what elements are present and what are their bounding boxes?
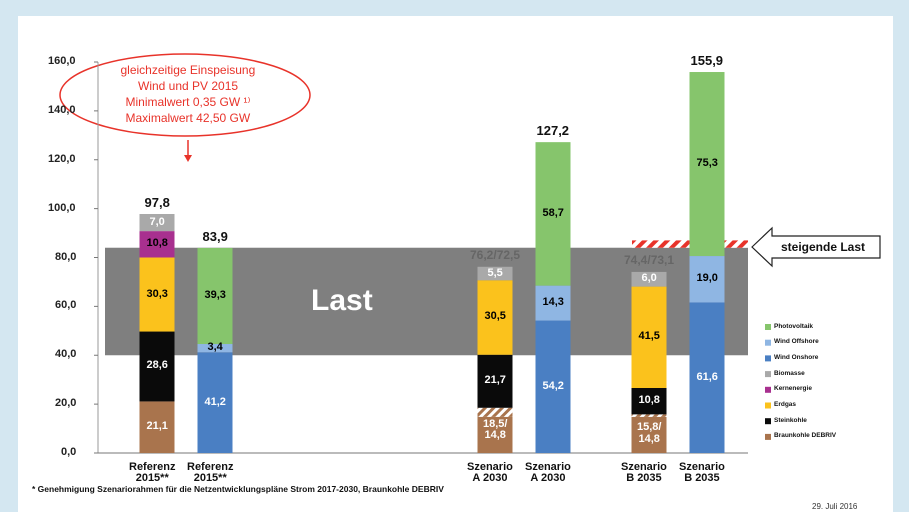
bar-segment — [197, 344, 233, 353]
total-label: 74,4/73,1 — [624, 253, 675, 268]
bar-segment — [535, 320, 571, 453]
legend-label: Wind Offshore — [774, 338, 819, 346]
legend-swatch — [765, 371, 771, 378]
legend-label: Steinkohle — [774, 416, 807, 424]
value-label: 21,1 — [146, 420, 168, 433]
bar-segment — [689, 72, 725, 257]
bar-segment — [631, 286, 667, 388]
total-label: 76,2/72,5 — [470, 248, 521, 263]
legend-label: Photovoltaik — [774, 322, 814, 330]
annotation-text: Maximalwert 42,50 GW — [125, 110, 251, 125]
value-label: 14,3 — [542, 296, 564, 309]
y-tick-label: 80,0 — [55, 250, 77, 263]
value-label: 30,5 — [484, 310, 506, 323]
value-label: 41,5 — [638, 330, 660, 343]
bar-segment — [139, 331, 175, 402]
y-tick-label: 140,0 — [48, 103, 76, 116]
bar-segment — [139, 257, 175, 332]
y-tick-label: 100,0 — [48, 201, 76, 214]
bar-segment — [477, 280, 513, 355]
value-label: 39,3 — [204, 288, 226, 301]
x-tick-label: Szenario A 2030 — [525, 460, 571, 485]
value-label: 15,8/ 14,8 — [637, 421, 662, 445]
legend-swatch — [765, 355, 771, 362]
total-label: 155,9 — [690, 53, 724, 69]
value-label: 5,5 — [487, 266, 503, 279]
value-label: 61,6 — [696, 370, 718, 383]
y-tick-label: 20,0 — [55, 397, 77, 410]
value-label: 28,6 — [146, 359, 168, 372]
bar-segment — [477, 416, 513, 453]
x-tick-label: Referenz 2015** — [129, 460, 176, 485]
value-label: 10,8 — [638, 394, 660, 407]
bar-segment — [197, 352, 233, 453]
bar-segment — [535, 285, 571, 321]
annotation-arrowhead — [184, 155, 192, 162]
bar-segment — [689, 256, 725, 303]
load-band-label: Last — [311, 284, 373, 318]
legend-label: Biomasse — [774, 369, 805, 377]
x-tick-label: Szenario A 2030 — [467, 460, 513, 485]
value-label: 30,3 — [146, 287, 168, 300]
bar-segment — [477, 266, 513, 281]
legend-label: Kernenergie — [774, 385, 812, 393]
legend-swatch — [765, 324, 771, 330]
legend-swatch — [765, 386, 771, 393]
legend-swatch — [765, 418, 771, 425]
bar-segment — [689, 302, 725, 453]
y-tick-label: 160,0 — [48, 55, 76, 67]
bar-segment — [631, 416, 667, 453]
value-label: 19,0 — [696, 272, 718, 285]
value-label: 54,2 — [542, 379, 564, 392]
total-label: 83,9 — [202, 228, 228, 244]
annotation-ellipse — [59, 53, 311, 137]
legend-label: Wind Onshore — [774, 353, 819, 361]
value-label: 18,5/ 14,8 — [483, 417, 508, 442]
bar-segment — [139, 214, 175, 232]
arrow-box — [751, 226, 881, 268]
bar-segment — [535, 142, 571, 286]
value-label: 3,4 — [207, 341, 223, 354]
y-tick-label: 40,0 — [55, 348, 77, 361]
y-tick-label: 60,0 — [55, 299, 77, 312]
bar-hatch — [477, 407, 513, 417]
value-label: 6,0 — [641, 272, 657, 285]
legend-swatch — [765, 402, 771, 409]
footnote: * Genehmigung Szenariorahmen für die Net… — [32, 483, 444, 494]
value-label: 41,2 — [204, 395, 226, 408]
bar-segment — [631, 271, 667, 287]
legend-swatch — [765, 433, 771, 440]
total-label: 127,2 — [536, 123, 570, 139]
annotation-text: Minimalwert 0,35 GW ¹⁾ — [125, 94, 251, 109]
bar-segment — [197, 247, 233, 345]
total-label: 97,8 — [144, 195, 170, 210]
value-label: 21,7 — [484, 374, 506, 387]
legend-label: Erdgas — [774, 401, 797, 408]
date: 29. Juli 2016 — [812, 502, 858, 511]
value-label: 58,7 — [542, 206, 564, 219]
value-label: 10,8 — [146, 237, 168, 250]
y-tick-label: 120,0 — [48, 152, 76, 165]
legend-swatch — [765, 339, 771, 346]
legend-label: Braunkohle DEBRIV — [774, 432, 837, 440]
bar-segment — [139, 231, 175, 258]
arrow-label: steigende Last — [781, 239, 866, 254]
value-label: 75,3 — [696, 157, 718, 170]
x-tick-label: Szenario B 2035 — [621, 460, 667, 485]
bar-segment — [631, 387, 667, 415]
y-tick-label: 0,0 — [61, 446, 77, 458]
value-label: 7,0 — [149, 215, 165, 228]
annotation-text: Wind und PV 2015 — [138, 78, 239, 93]
x-tick-label: Szenario B 2035 — [679, 460, 725, 485]
annotation-text: gleichzeitige Einspeisung — [120, 62, 256, 77]
bar-segment — [139, 401, 175, 453]
bar-hatch — [631, 414, 667, 417]
bar-segment — [477, 354, 513, 408]
x-tick-label: Referenz 2015** — [187, 460, 234, 485]
